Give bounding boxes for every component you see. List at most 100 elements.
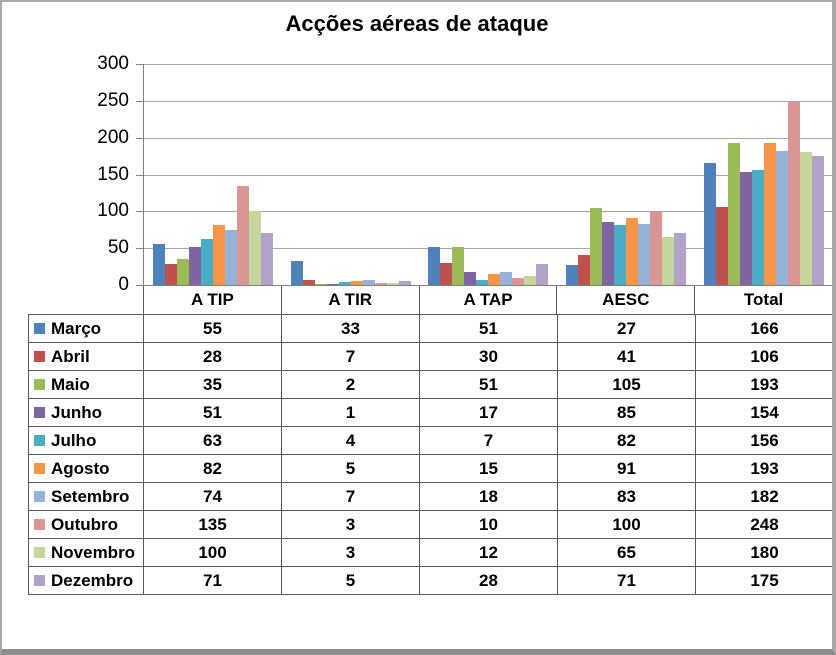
value-cell: 175 — [696, 567, 832, 595]
legend-key — [34, 407, 45, 418]
category-header-cell: A TAP — [420, 286, 558, 314]
bar — [650, 211, 663, 285]
legend-key — [34, 351, 45, 362]
bar — [776, 151, 789, 285]
y-axis-tick-label: 0 — [118, 274, 129, 295]
value-cell: 28 — [144, 343, 282, 371]
legend-key — [34, 519, 45, 530]
bar — [578, 255, 591, 285]
value-cell: 65 — [558, 539, 696, 567]
gridline — [144, 64, 832, 65]
value-cell: 7 — [282, 483, 420, 511]
bar — [398, 281, 411, 285]
category-header-cell: A TIR — [282, 286, 420, 314]
value-cell: 166 — [696, 315, 832, 343]
bar-group — [282, 64, 420, 285]
bar — [626, 218, 639, 285]
value-cell: 17 — [420, 399, 558, 427]
y-axis-tick-label: 50 — [107, 237, 129, 258]
value-cell: 15 — [420, 455, 558, 483]
data-table: Março 55 33 51 27 166 Abril 28 7 30 41 106 Maio 35 2 51… — [28, 314, 832, 595]
series-label-cell: Setembro — [29, 483, 144, 511]
bar — [200, 239, 213, 285]
value-cell: 248 — [696, 511, 832, 539]
series-label-cell: Abril — [29, 343, 144, 371]
bar — [590, 208, 603, 285]
series-label: Julho — [51, 430, 97, 450]
bar — [524, 276, 537, 285]
value-cell: 180 — [696, 539, 832, 567]
bar — [716, 207, 729, 285]
bar — [236, 186, 249, 285]
category-header-row: A TIP A TIR A TAP AESC Total — [143, 286, 832, 314]
value-cell: 10 — [420, 511, 558, 539]
value-cell: 182 — [696, 483, 832, 511]
value-cell: 85 — [558, 399, 696, 427]
series-label-cell: Outubro — [29, 511, 144, 539]
bar — [362, 280, 375, 285]
value-cell: 4 — [282, 427, 420, 455]
bar — [512, 278, 525, 285]
series-label: Março — [51, 318, 102, 338]
bar — [464, 272, 477, 285]
bar — [788, 102, 801, 285]
y-axis-tick — [136, 211, 143, 212]
legend-key — [34, 463, 45, 474]
category-header-cell: AESC — [557, 286, 696, 314]
bar — [440, 263, 453, 285]
bar — [212, 225, 225, 285]
value-cell: 28 — [420, 567, 558, 595]
bar — [338, 282, 351, 285]
y-axis-tick — [136, 285, 143, 286]
plot-area — [143, 64, 832, 286]
bar — [176, 259, 189, 285]
bar — [614, 225, 627, 285]
bar-group — [420, 64, 558, 285]
y-axis-tick — [136, 64, 143, 65]
category-header-cell: A TIP — [144, 286, 282, 314]
bar — [452, 247, 465, 285]
bar — [674, 233, 687, 285]
value-cell: 100 — [558, 511, 696, 539]
y-axis-tick-label: 150 — [97, 164, 129, 185]
bar — [638, 224, 651, 285]
value-cell: 71 — [144, 567, 282, 595]
value-cell: 3 — [282, 539, 420, 567]
legend-key — [34, 435, 45, 446]
bar — [188, 247, 201, 285]
y-axis-tick-label: 300 — [97, 53, 129, 74]
value-cell: 7 — [282, 343, 420, 371]
value-cell: 105 — [558, 371, 696, 399]
gridline — [144, 211, 832, 212]
series-label-cell: Julho — [29, 427, 144, 455]
value-cell: 154 — [696, 399, 832, 427]
bar — [224, 230, 237, 285]
value-cell: 82 — [144, 455, 282, 483]
bar-group — [557, 64, 695, 285]
series-label-cell: Junho — [29, 399, 144, 427]
bar — [164, 264, 177, 285]
value-cell: 35 — [144, 371, 282, 399]
legend-key — [34, 547, 45, 558]
y-axis-tick — [136, 175, 143, 176]
series-label-cell: Março — [29, 315, 144, 343]
bar — [566, 265, 579, 285]
bar-group — [695, 64, 832, 285]
value-cell: 100 — [144, 539, 282, 567]
value-cell: 18 — [420, 483, 558, 511]
y-axis-tick — [136, 101, 143, 102]
gridline — [144, 175, 832, 176]
y-axis-tick-label: 250 — [97, 90, 129, 111]
bar — [704, 163, 717, 285]
value-cell: 82 — [558, 427, 696, 455]
y-axis-tick-label: 200 — [97, 127, 129, 148]
value-cell: 91 — [558, 455, 696, 483]
bar — [728, 143, 741, 285]
gridline — [144, 138, 832, 139]
value-cell: 5 — [282, 455, 420, 483]
y-axis-tick — [136, 248, 143, 249]
bar — [302, 280, 315, 285]
bar — [488, 274, 501, 285]
value-cell: 51 — [420, 315, 558, 343]
